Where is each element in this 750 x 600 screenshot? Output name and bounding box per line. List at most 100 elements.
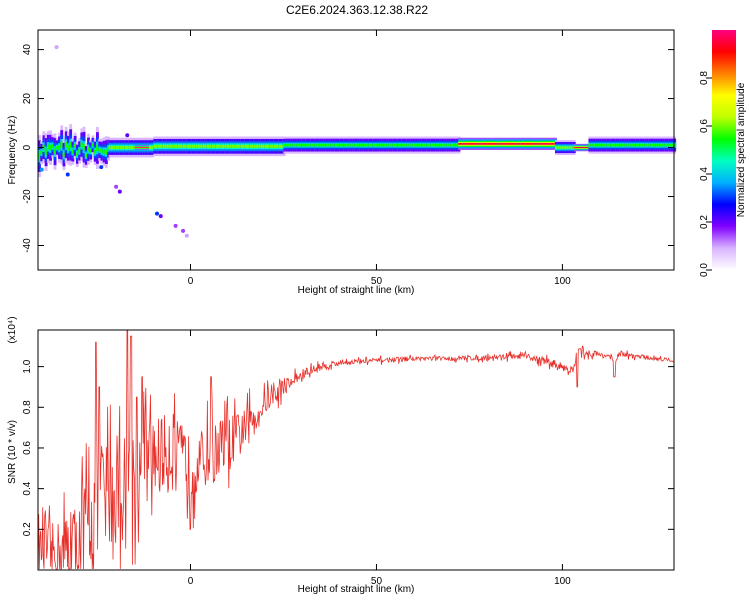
- spectrogram-cell: [543, 142, 546, 145]
- spectrogram-cell: [193, 144, 197, 148]
- spectrogram-cell: [566, 146, 569, 149]
- spectrogram-cell: [53, 148, 57, 155]
- spectrogram-cell: [278, 144, 282, 148]
- y-tick-label: 0.2: [22, 522, 33, 536]
- spectrogram-cell: [590, 143, 594, 147]
- spectrogram-cell: [110, 146, 114, 150]
- spectrogram-cell: [511, 142, 515, 145]
- spectrogram-point: [125, 133, 130, 138]
- spectrogram-cell: [450, 143, 454, 147]
- spectrogram-cell: [226, 144, 230, 148]
- x-tick-label: 0: [188, 576, 194, 587]
- spectrogram-cell: [126, 146, 130, 150]
- spectrogram-cell: [283, 143, 287, 147]
- spectrogram-cell: [244, 144, 248, 148]
- spectrogram-cell: [271, 144, 275, 148]
- spectrogram-cell: [78, 148, 81, 153]
- spectrogram-cell: [258, 144, 262, 148]
- spectrogram-cell: [98, 148, 102, 152]
- spectrogram-cell: [82, 144, 86, 151]
- spectrogram-cell: [93, 149, 97, 154]
- spectrogram-cell: [540, 142, 544, 145]
- spectrogram-cell: [527, 142, 531, 145]
- spectrogram-cell: [213, 144, 217, 148]
- snr-x-ticks: 0 50 100: [188, 330, 571, 587]
- spectrogram-cell: [38, 152, 41, 160]
- spectrogram-cell: [453, 143, 456, 147]
- spectrogram-cell: [301, 143, 305, 147]
- spectrogram-cell: [162, 144, 166, 148]
- spectrogram-point: [184, 233, 189, 238]
- spectrogram-cell: [363, 143, 367, 147]
- spectrogram-cell: [175, 144, 179, 148]
- spectrogram-cell: [507, 142, 511, 145]
- spectrogram-cell: [399, 143, 403, 147]
- spectrogram-cell: [518, 142, 522, 145]
- spectrogram-cell: [260, 144, 264, 148]
- spectrogram-cell: [624, 143, 627, 147]
- spectrogram-cell: [522, 142, 526, 145]
- spectrogram-cell: [128, 146, 132, 150]
- spectrogram-cell: [500, 142, 504, 145]
- spectrogram-cell: [467, 142, 471, 145]
- snr-panel: 0 50 100 0.2 0.4 0.6 0.8 1.0 Height of straigh…: [7, 316, 675, 595]
- spectrogram-cell: [525, 142, 529, 145]
- spectrogram-cell: [637, 143, 641, 147]
- spectrogram-cell: [410, 143, 414, 147]
- spectrogram-cell: [316, 143, 320, 147]
- spectrogram-cell: [209, 144, 212, 148]
- spectrogram-cell: [139, 147, 142, 148]
- spectrogram-cell: [269, 144, 273, 148]
- spectrogram-cell: [200, 144, 203, 148]
- spectrogram-cell: [476, 142, 479, 145]
- colorbar: 0.0 0.2 0.4 0.6 0.8 Normalized spectral ampl…: [699, 30, 747, 277]
- spectrogram-point: [117, 189, 122, 194]
- spectrogram-cell: [96, 144, 99, 152]
- spectrogram-cell: [182, 144, 186, 148]
- spectrogram-y-ticks: -40 -20 0 20 40: [22, 44, 674, 253]
- spectrogram-cell: [231, 144, 235, 148]
- spectrogram-cell: [406, 143, 410, 147]
- spectrogram-cell: [671, 143, 674, 147]
- spectrogram-cell: [424, 143, 427, 147]
- spectrogram-cell: [235, 144, 239, 148]
- spectrogram-cell: [357, 143, 360, 147]
- spectrogram-cell: [124, 146, 128, 150]
- spectrogram-cell: [334, 143, 338, 147]
- spectrogram-cell: [584, 147, 588, 149]
- spectrogram-cell: [441, 143, 445, 147]
- spectrogram-cell: [502, 142, 506, 145]
- spectrogram-cell: [592, 143, 596, 147]
- spectrogram-cell: [650, 143, 654, 147]
- y-tick-label: 1.0: [22, 359, 33, 373]
- spectrogram-cell: [262, 144, 266, 148]
- spectrogram-cell: [617, 143, 621, 147]
- spectrogram-cell: [151, 146, 154, 150]
- spectrogram-cell: [49, 145, 52, 151]
- spectrogram-cell: [377, 143, 381, 147]
- spectrogram-cell: [264, 144, 268, 148]
- spectrogram-cell: [267, 144, 270, 148]
- spectrogram-cell: [626, 143, 630, 147]
- spectrogram-cell: [599, 143, 603, 147]
- spectrogram-y-label: Frequency (Hz): [7, 116, 18, 185]
- spectrogram-cell: [173, 144, 177, 148]
- spectrogram-cell: [514, 142, 517, 145]
- spectrogram-cell: [339, 143, 343, 147]
- spectrogram-cell: [197, 144, 201, 148]
- spectrogram-cell: [505, 142, 508, 145]
- spectrogram-cell: [60, 141, 64, 148]
- spectrogram-cell: [554, 146, 558, 149]
- spectrogram-cell: [332, 143, 336, 147]
- spectrogram-cell: [130, 146, 134, 150]
- spectrogram-cell: [168, 144, 172, 148]
- spectrogram-cell: [392, 143, 396, 147]
- spectrogram-cell: [370, 143, 374, 147]
- spectrogram-cell: [578, 147, 581, 149]
- spectrogram-cell: [115, 146, 119, 150]
- spectrogram-cell: [604, 143, 607, 147]
- spectrogram-cell: [122, 146, 125, 150]
- spectrogram-cell: [87, 146, 90, 152]
- spectrogram-cell: [559, 146, 563, 149]
- spectrogram-cell: [568, 146, 572, 149]
